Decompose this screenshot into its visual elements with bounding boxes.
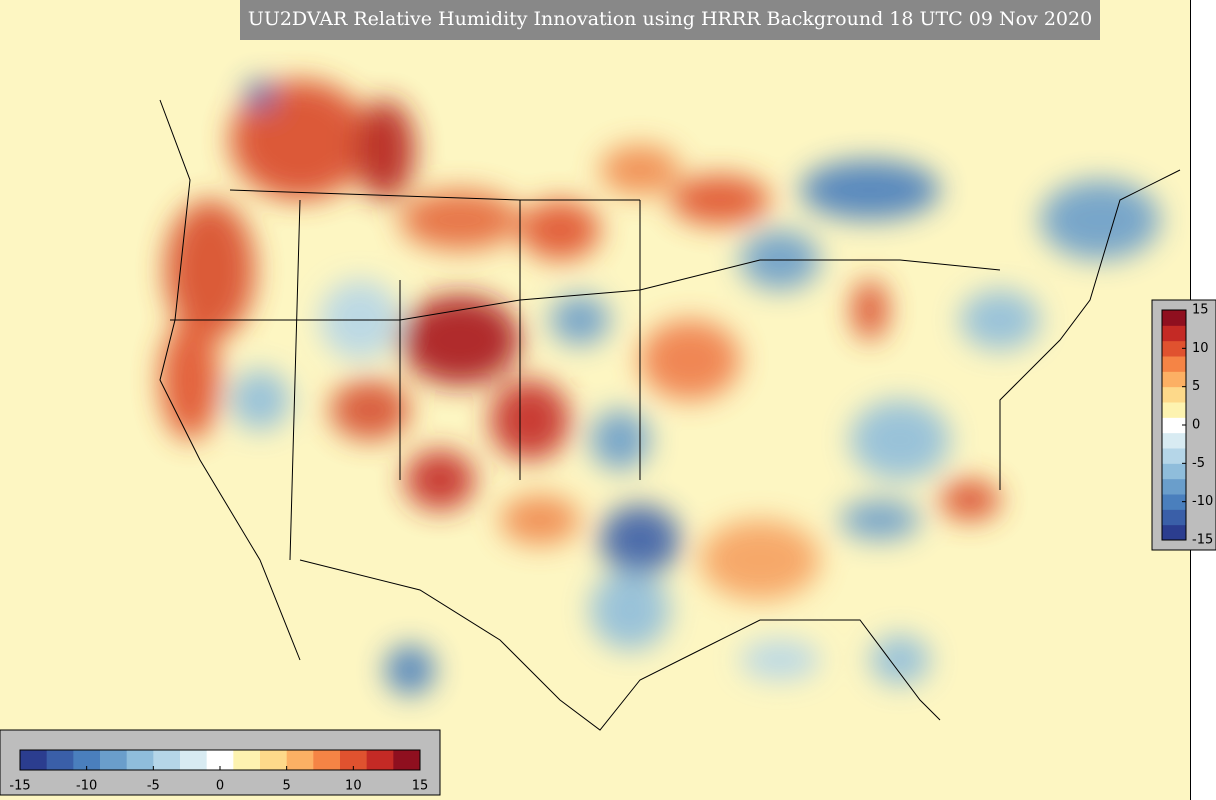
tick-label: 10 (1192, 341, 1209, 356)
color-segment (126, 750, 154, 770)
tick-label: -15 (1192, 533, 1213, 548)
tick-label: -10 (76, 779, 97, 794)
tick-label: 15 (1192, 303, 1209, 318)
color-segment (1162, 432, 1186, 449)
color-segment (393, 750, 421, 770)
color-segment (1162, 386, 1186, 403)
color-segment (1162, 524, 1186, 541)
tick-label: 0 (1192, 418, 1200, 433)
color-segment (1162, 448, 1186, 464)
color-segment (73, 750, 101, 770)
color-segment (1162, 340, 1186, 357)
tick-label: -10 (1192, 494, 1213, 509)
tick-label: 10 (345, 779, 362, 794)
boundaries (159, 99, 1181, 731)
color-segment (20, 750, 48, 770)
color-segment (1162, 478, 1186, 495)
color-segment (100, 750, 128, 770)
color-segment (206, 750, 234, 770)
color-segment (340, 750, 368, 770)
tick-label: -15 (9, 779, 30, 794)
color-segment (1162, 494, 1186, 510)
color-segment (153, 750, 181, 770)
color-segment (233, 750, 261, 770)
tick-label: 0 (216, 779, 224, 794)
color-segment (180, 750, 208, 770)
color-segment (313, 750, 341, 770)
color-segment (1162, 417, 1186, 434)
color-segment (1162, 371, 1186, 388)
title-box (240, 0, 1100, 40)
color-segment (1162, 509, 1186, 526)
colorbar-horizontal: -15 -10 -5 0 5 10 15 (9, 749, 429, 794)
color-segment (46, 750, 74, 770)
tick-label: 5 (1192, 379, 1200, 394)
colorbar-vertical: -15 -10 -5 0 5 10 15 (1161, 303, 1213, 548)
color-segment (1162, 463, 1186, 480)
color-segment (260, 750, 288, 770)
color-segment (1162, 356, 1186, 372)
color-segment (286, 750, 314, 770)
color-segment (1162, 310, 1186, 326)
tick-label: -5 (1192, 456, 1205, 471)
humidity-field (160, 80, 1160, 695)
tick-label: 15 (412, 779, 429, 794)
color-segment (1162, 402, 1186, 418)
color-segment (1162, 325, 1186, 342)
color-segment (366, 750, 394, 770)
tick-label: 5 (283, 779, 291, 794)
map-title: UU2DVAR Relative Humidity Innovation usi… (248, 8, 1092, 30)
tick-label: -5 (147, 779, 160, 794)
